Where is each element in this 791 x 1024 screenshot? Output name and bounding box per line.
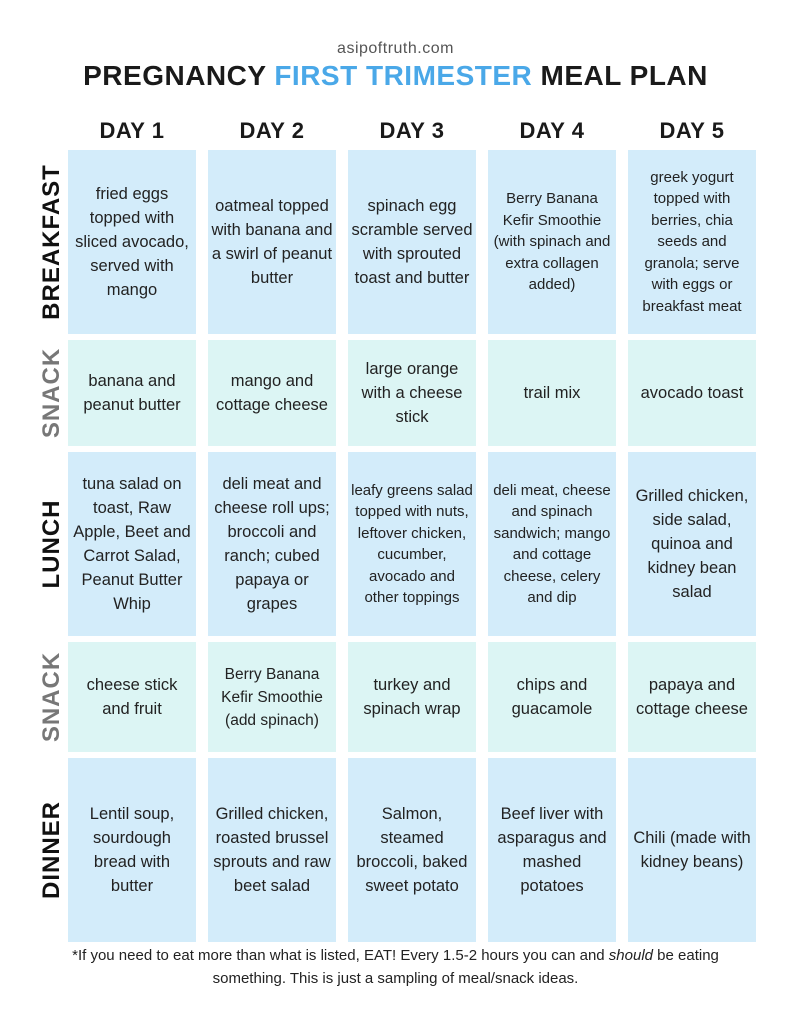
- day-header-1: DAY 1: [99, 118, 165, 143]
- day-header-5: DAY 5: [659, 118, 725, 143]
- meal-cell: greek yogurt topped with berries, chia s…: [628, 150, 756, 334]
- meal-cell: Berry Banana Kefir Smoothie (with spinac…: [488, 150, 616, 334]
- meal-cell: Salmon, steamed broccoli, baked sweet po…: [348, 758, 476, 942]
- snack-cell: Berry Banana Kefir Smoothie (add spinach…: [208, 642, 336, 752]
- snack-cell: mango and cottage cheese: [208, 340, 336, 446]
- snack-cell: large orange with a cheese stick: [348, 340, 476, 446]
- title-part1: PREGNANCY: [83, 60, 275, 91]
- meal-cell: Grilled chicken, roasted brussel sprouts…: [208, 758, 336, 942]
- snack-cell: banana and peanut butter: [68, 340, 196, 446]
- title-accent: FIRST TRIMESTER: [274, 60, 533, 91]
- meal-cell: Lentil soup, sourdough bread with butter: [68, 758, 196, 942]
- snack-cell: avocado toast: [628, 340, 756, 446]
- meal-cell: fried eggs topped with sliced avocado, s…: [68, 150, 196, 334]
- meal-cell: Beef liver with asparagus and mashed pot…: [488, 758, 616, 942]
- meal-cell: deli meat, cheese and spinach sandwich; …: [488, 452, 616, 636]
- page-title: PREGNANCY FIRST TRIMESTER MEAL PLAN: [0, 60, 791, 92]
- meal-cell: leafy greens salad topped with nuts, lef…: [348, 452, 476, 636]
- title-part2: MEAL PLAN: [532, 60, 708, 91]
- meal-cell: oatmeal topped with banana and a swirl o…: [208, 150, 336, 334]
- day-header-4: DAY 4: [519, 118, 585, 143]
- meal-cell: spinach egg scramble served with sproute…: [348, 150, 476, 334]
- snack-cell: turkey and spinach wrap: [348, 642, 476, 752]
- footnote: *If you need to eat more than what is li…: [72, 947, 719, 987]
- snack-cell: trail mix: [488, 340, 616, 446]
- day-header-3: DAY 3: [379, 118, 445, 143]
- snack-cell: chips and guacamole: [488, 642, 616, 752]
- site-url: asipoftruth.com: [337, 40, 454, 57]
- day-header-2: DAY 2: [239, 118, 305, 143]
- snack-cell: cheese stick and fruit: [68, 642, 196, 752]
- snack-cell: papaya and cottage cheese: [628, 642, 756, 752]
- meal-cell: Grilled chicken, side salad, quinoa and …: [628, 452, 756, 636]
- meal-cell: deli meat and cheese roll ups; broccoli …: [208, 452, 336, 636]
- meal-cell: Chili (made with kidney beans): [628, 758, 756, 942]
- meal-cell: tuna salad on toast, Raw Apple, Beet and…: [68, 452, 196, 636]
